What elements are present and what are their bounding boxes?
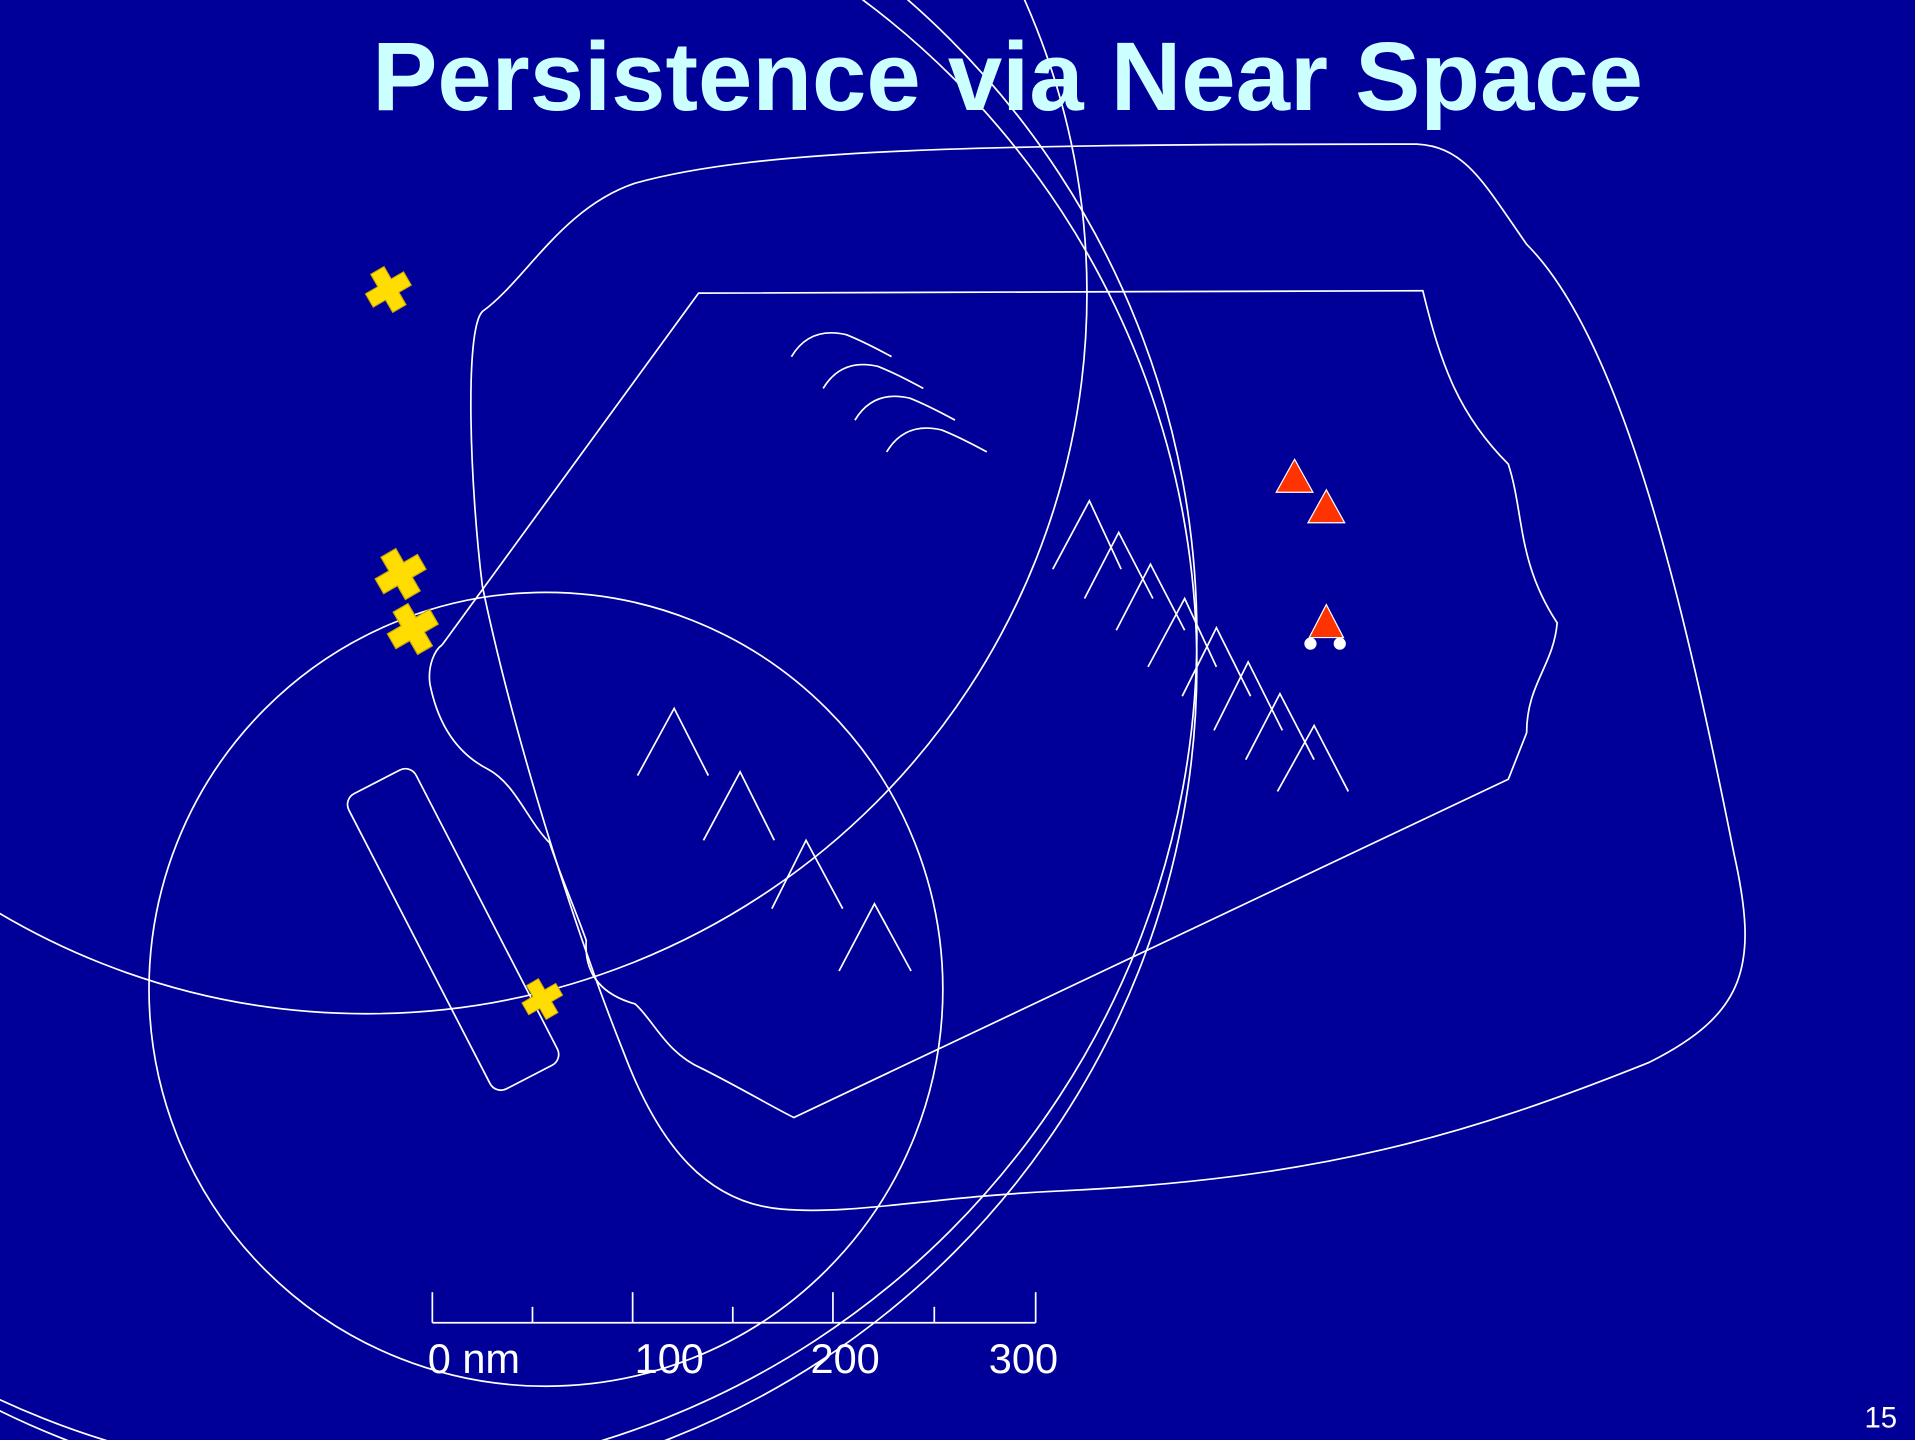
coverage-circle <box>148 591 944 1388</box>
scale-bar <box>431 1292 1037 1324</box>
mountains <box>636 498 1350 972</box>
scale-label: 200 <box>810 1335 879 1382</box>
dot <box>1333 637 1346 650</box>
scale-label: 0 nm <box>428 1335 520 1382</box>
dot <box>1304 637 1317 650</box>
coverage-circle <box>0 0 1088 1015</box>
targets <box>1275 457 1346 639</box>
scale-label: 100 <box>635 1335 704 1382</box>
waves <box>790 331 988 453</box>
slide-title: Persistence via Near Space <box>372 22 1643 131</box>
scale-label: 300 <box>989 1335 1058 1382</box>
runway <box>346 767 560 1092</box>
page-number: 15 <box>1865 1402 1898 1435</box>
region-outline <box>470 143 1746 1212</box>
country-outline <box>428 289 1559 1119</box>
